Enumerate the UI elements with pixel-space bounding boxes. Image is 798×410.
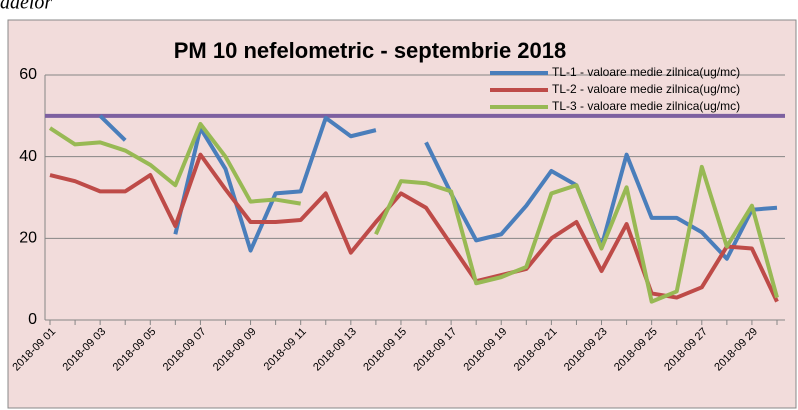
- fragment-text: adelor: [0, 0, 52, 14]
- y-tick-label: 20: [19, 230, 37, 247]
- data-line: [49, 152, 779, 303]
- chart-area: [7, 19, 797, 409]
- legend-label: TL-2 - valoare medie zilnica(ug/mc): [552, 82, 740, 96]
- y-tick-label: 0: [28, 311, 37, 328]
- legend-label: TL-3 - valoare medie zilnica(ug/mc): [552, 99, 740, 113]
- y-tick-label: 40: [19, 148, 37, 165]
- legend-label: TL-1 - valoare medie zilnica(ug/mc): [552, 65, 740, 79]
- y-tick-label: 60: [19, 66, 37, 83]
- chart-title: PM 10 nefelometric - septembrie 2018: [174, 38, 567, 63]
- data-line: [48, 122, 779, 304]
